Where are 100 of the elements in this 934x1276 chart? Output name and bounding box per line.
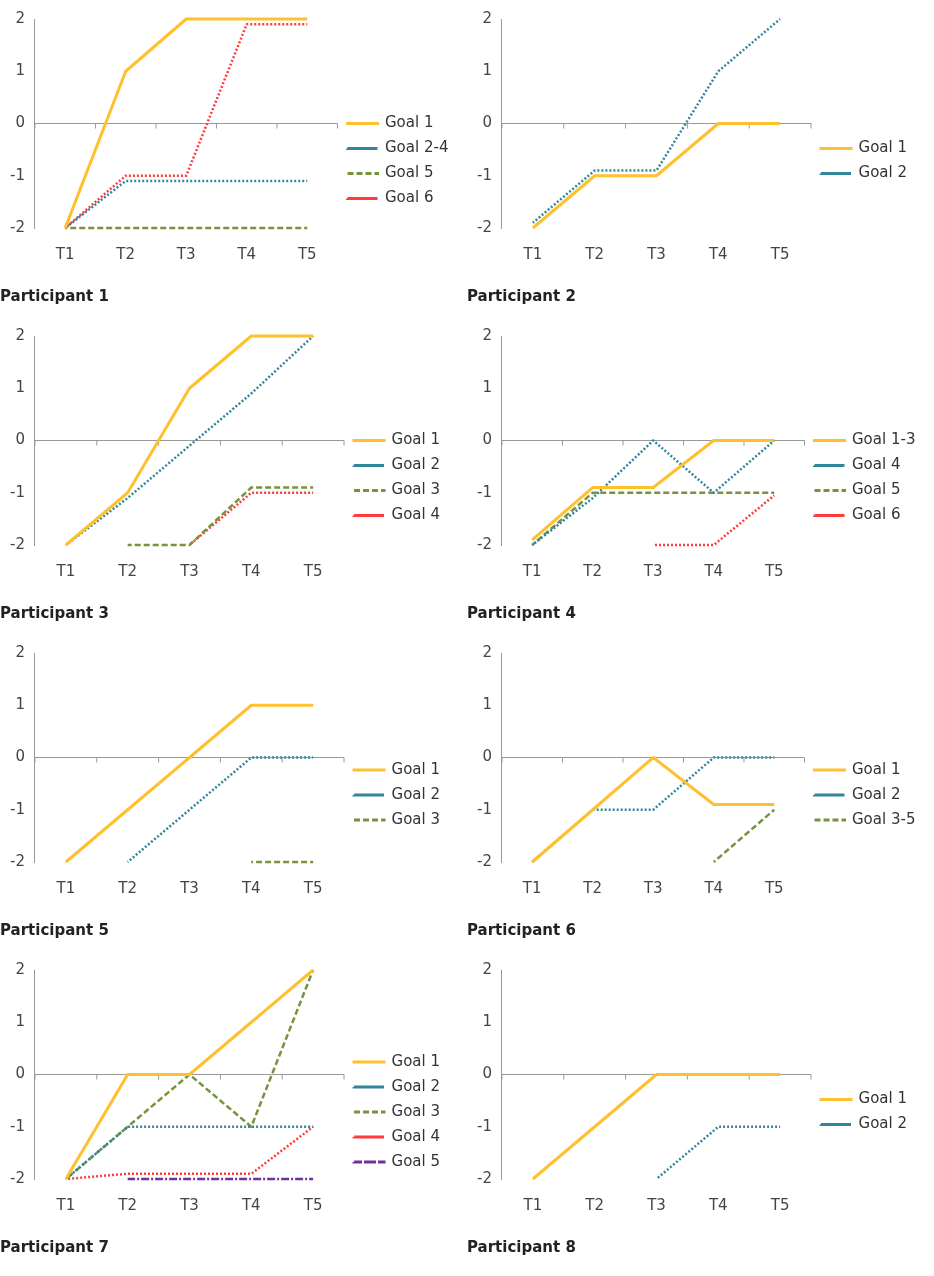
x-tick-label: T2: [115, 244, 136, 263]
x-tick-label: T3: [179, 561, 199, 580]
y-tick-label: -2: [476, 851, 492, 870]
y-tick-label: -2: [476, 217, 492, 236]
y-tick-label: 1: [482, 378, 492, 397]
legend-label: Goal 2: [391, 455, 441, 474]
x-tick-label: T1: [55, 561, 76, 580]
y-tick-label: 1: [15, 1012, 25, 1031]
x-tick-label: T2: [117, 878, 138, 897]
text: Participant 2: [467, 286, 576, 305]
x-tick-label: T2: [117, 561, 138, 580]
y-tick-label: 2: [482, 642, 492, 661]
legend-label: Goal 2-4: [385, 138, 449, 157]
y-tick-label: -1: [476, 799, 492, 818]
legend-label: Goal 4: [391, 505, 441, 524]
y-tick-label: 1: [15, 378, 25, 397]
legend-label: Goal 4: [852, 455, 901, 474]
x-tick-label: T1: [55, 878, 76, 897]
text: Participant 7: [0, 1237, 109, 1256]
x-tick-label: T1: [522, 1195, 543, 1214]
x-tick-label: T5: [769, 1195, 790, 1214]
x-tick-label: T4: [236, 244, 257, 263]
y-tick-label: 0: [15, 1064, 25, 1083]
y-tick-label: -1: [9, 165, 25, 184]
y-tick-label: 2: [15, 325, 25, 344]
legend-label: Goal 2: [391, 784, 441, 803]
y-tick-label: 2: [482, 8, 492, 27]
y-tick-label: 0: [15, 430, 25, 449]
y-tick-label: -2: [9, 217, 25, 236]
y-tick-label: -2: [476, 1168, 492, 1187]
y-tick-label: -1: [9, 1116, 25, 1135]
y-tick-label: 1: [482, 695, 492, 714]
x-tick-label: T5: [302, 561, 323, 580]
y-tick-label: 0: [482, 113, 492, 132]
text: Participant 5: [0, 920, 109, 939]
y-tick-label: 1: [482, 1012, 492, 1031]
x-tick-label: T1: [522, 244, 543, 263]
legend-label: Goal 2: [858, 163, 908, 182]
x-tick-label: T5: [763, 561, 784, 580]
y-tick-label: 2: [15, 8, 25, 27]
x-tick-label: T5: [296, 244, 317, 263]
text: Participant 8: [467, 1237, 576, 1256]
x-tick-label: T5: [302, 878, 323, 897]
y-tick-label: -2: [476, 534, 492, 553]
legend-label: Goal 4: [391, 1126, 441, 1145]
y-tick-label: 1: [15, 695, 25, 714]
x-tick-label: T3: [175, 244, 196, 263]
y-tick-label: -2: [9, 1168, 25, 1187]
legend-label: Goal 1: [858, 1089, 908, 1108]
legend-label: Goal 5: [385, 163, 434, 182]
legend-label: Goal 1: [391, 759, 441, 778]
x-tick-label: T5: [769, 244, 790, 263]
x-tick-label: T2: [584, 244, 605, 263]
legend-label: Goal 2: [858, 1114, 908, 1133]
legend-label: Goal 3: [391, 809, 441, 828]
x-tick-label: T4: [703, 878, 724, 897]
x-tick-label: T5: [763, 878, 784, 897]
legend-label: Goal 5: [391, 1151, 441, 1170]
legend-label: Goal 3: [391, 480, 441, 499]
text: Participant 4: [467, 603, 576, 622]
x-tick-label: T4: [240, 1195, 261, 1214]
y-tick-label: -2: [9, 851, 25, 870]
y-tick-label: -1: [476, 165, 492, 184]
legend-label: Goal 2: [852, 784, 901, 803]
x-tick-label: T4: [240, 561, 261, 580]
legend-label: Goal 5: [852, 480, 901, 499]
legend-label: Goal 3-5: [852, 809, 916, 828]
x-tick-label: T5: [302, 1195, 323, 1214]
x-tick-label: T4: [707, 1195, 728, 1214]
text: Participant 1: [0, 286, 109, 305]
legend-label: Goal 1: [858, 138, 908, 157]
y-tick-label: 0: [482, 430, 492, 449]
x-tick-label: T2: [582, 561, 603, 580]
x-tick-label: T3: [642, 878, 663, 897]
x-tick-label: T4: [707, 244, 728, 263]
y-tick-label: -1: [9, 482, 25, 501]
x-tick-label: T2: [584, 1195, 605, 1214]
x-tick-label: T4: [703, 561, 724, 580]
y-tick-label: 2: [15, 959, 25, 978]
x-tick-label: T3: [646, 1195, 666, 1214]
y-tick-label: 0: [482, 747, 492, 766]
legend-label: Goal 6: [852, 505, 901, 524]
y-tick-label: 2: [15, 642, 25, 661]
x-tick-label: T1: [54, 244, 75, 263]
y-tick-label: 1: [482, 61, 492, 80]
x-tick-label: T3: [642, 561, 663, 580]
y-tick-label: 1: [15, 61, 25, 80]
x-tick-label: T1: [55, 1195, 76, 1214]
legend-label: Goal 2: [391, 1076, 441, 1095]
legend-label: Goal 3: [391, 1101, 441, 1120]
x-tick-label: T1: [521, 561, 542, 580]
legend-label: Goal 1-3: [852, 430, 916, 449]
x-tick-label: T2: [582, 878, 603, 897]
legend-label: Goal 6: [385, 188, 434, 207]
y-tick-label: 0: [482, 1064, 492, 1083]
text: Participant 3: [0, 603, 109, 622]
y-tick-label: 0: [15, 113, 25, 132]
y-tick-label: -1: [9, 799, 25, 818]
x-tick-label: T3: [646, 244, 666, 263]
line-series: [531, 17, 782, 225]
